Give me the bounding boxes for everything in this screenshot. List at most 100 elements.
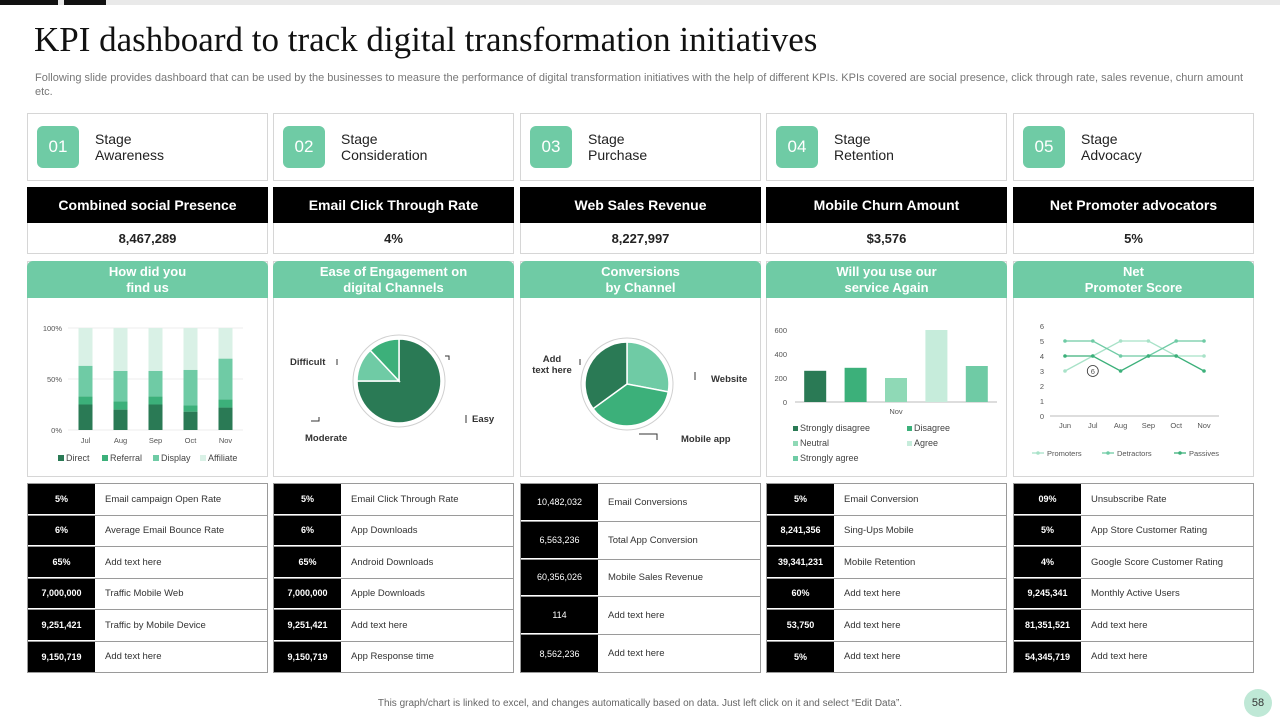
metric-label: Add text here: [351, 619, 408, 631]
bar-segment[interactable]: [148, 370, 163, 397]
series-line[interactable]: [1065, 355, 1205, 372]
bar-segment[interactable]: [78, 404, 93, 431]
chart-svg[interactable]: 0 1 2 3 4 5 6 Jun Jul Aug Sep Oct Nov 6 Promoters Detra…: [1014, 298, 1253, 476]
y-tick-label: 2: [1040, 382, 1044, 391]
data-point[interactable]: [1063, 339, 1067, 343]
bar[interactable]: [885, 378, 907, 402]
chart-title-line2: digital Channels: [343, 279, 444, 295]
bar-segment[interactable]: [183, 328, 198, 370]
table-row: 6,563,236 Total App Conversion: [521, 521, 760, 560]
bar-segment[interactable]: [148, 396, 163, 405]
x-tick-label: Oct: [185, 436, 198, 445]
bar[interactable]: [965, 366, 988, 402]
metrics-table: 09% Unsubscribe Rate 5% App Store Customer …: [1013, 483, 1254, 673]
metric-value: 81,351,521: [1014, 610, 1081, 641]
bar[interactable]: [844, 367, 867, 402]
bar-segment[interactable]: [183, 369, 198, 406]
data-point[interactable]: [1202, 369, 1206, 373]
chart-svg[interactable]: 0 200 400 600 Nov Strongly disagree Disagree Ne…: [767, 298, 1006, 476]
bar-segment[interactable]: [183, 405, 198, 412]
data-point[interactable]: [1118, 339, 1123, 343]
table-row: 9,251,421 Traffic by Mobile Device: [28, 610, 267, 642]
table-row: 9,150,719 Add text here: [28, 641, 267, 672]
metrics-table: 5% Email Click Through Rate 6% App Download…: [273, 483, 514, 673]
metric-value: 6%: [274, 515, 341, 546]
metric-value: 9,251,421: [28, 610, 95, 641]
table-row: 9,245,341 Monthly Active Users: [1014, 578, 1253, 610]
chart-title-text: Net Promoter Score: [1085, 264, 1183, 296]
metric-value: 114: [521, 597, 598, 635]
chart-title-text: How did you find us: [109, 264, 186, 296]
chart-svg[interactable]: Website Mobile app Add text here: [521, 298, 760, 476]
stage-label: Stage Retention: [834, 131, 894, 163]
table-row: 5% Email Click Through Rate: [274, 484, 513, 516]
data-point[interactable]: [1174, 339, 1178, 343]
stage-label-line2: Advocacy: [1081, 147, 1142, 163]
series-line[interactable]: [1064, 340, 1204, 372]
data-point[interactable]: [1118, 369, 1123, 373]
legend-swatch: [907, 426, 912, 431]
data-point[interactable]: [1118, 354, 1123, 358]
footer-note: This graph/chart is linked to excel, and…: [377, 698, 903, 709]
legend-swatch: [200, 455, 206, 461]
bar-segment[interactable]: [113, 409, 128, 430]
chart-panel[interactable]: Net Promoter Score 0 1 2 3 4 5 6 Jun Jul Aug Sep Oct N…: [1013, 261, 1254, 477]
bar-segment[interactable]: [148, 328, 163, 371]
series-line[interactable]: [1065, 340, 1204, 357]
table-row: 39,341,231 Mobile Retention: [767, 547, 1006, 579]
data-point[interactable]: [1091, 339, 1095, 343]
data-point[interactable]: [1063, 354, 1067, 358]
pie-slice[interactable]: [626, 341, 670, 393]
bar-segment[interactable]: [78, 396, 93, 405]
metric-label: Add text here: [608, 610, 665, 622]
bar-segment[interactable]: [113, 328, 128, 371]
chart-panel[interactable]: Ease of Engagement on digital Channels Eas…: [273, 261, 514, 477]
pie-label: Website: [711, 374, 747, 385]
chart-svg[interactable]: Easy Moderate Difficult: [274, 298, 513, 476]
pie-slice[interactable]: [369, 338, 400, 383]
pie-slice[interactable]: [591, 383, 670, 427]
bar-segment[interactable]: [113, 370, 128, 402]
metrics-table: 10,482,032 Email Conversions 6,563,236 Tota…: [520, 483, 761, 673]
y-tick-label: 100%: [43, 324, 63, 333]
table-row: 7,000,000 Apple Downloads: [274, 578, 513, 610]
bar-segment[interactable]: [148, 404, 163, 431]
legend-swatch: [793, 426, 798, 431]
bar-segment[interactable]: [218, 407, 233, 430]
data-point[interactable]: [1146, 339, 1151, 343]
chart-panel[interactable]: Conversions by Channel Website Mobile app Ad…: [520, 261, 761, 477]
legend-label: Passives: [1189, 449, 1219, 458]
y-tick-label: 1: [1040, 397, 1044, 406]
bar-segment[interactable]: [113, 401, 128, 410]
pie-slice[interactable]: [356, 338, 442, 424]
data-point[interactable]: [1202, 354, 1206, 358]
bar-segment[interactable]: [218, 358, 233, 400]
bar-segment[interactable]: [218, 328, 233, 359]
y-tick-label: 600: [774, 326, 787, 335]
data-point[interactable]: [1174, 354, 1178, 358]
bar-segment[interactable]: [78, 328, 93, 366]
data-point[interactable]: [1202, 339, 1206, 343]
chart-panel[interactable]: How did you find us 100% 50% 0% Jul Aug Sep Oct N…: [27, 261, 268, 477]
legend-label: Affiliate: [208, 453, 237, 463]
bar-segment[interactable]: [218, 399, 233, 408]
data-point[interactable]: [1146, 354, 1151, 358]
metric-value: 60,356,026: [521, 559, 598, 597]
stage-label-line2: Purchase: [588, 147, 648, 163]
metric-label: Add text here: [1091, 651, 1148, 663]
metric-value: 7,000,000: [274, 578, 341, 609]
chart-svg[interactable]: 100% 50% 0% Jul Aug Sep Oct Nov Direct Referral Di…: [28, 298, 267, 476]
table-row: 60% Add text here: [767, 578, 1006, 610]
bar[interactable]: [925, 330, 948, 402]
bar[interactable]: [804, 370, 827, 402]
bar-segment[interactable]: [183, 411, 198, 430]
metric-value: 9,245,341: [1014, 578, 1081, 609]
y-tick-label: 6: [1040, 322, 1044, 331]
data-point[interactable]: [1091, 354, 1095, 358]
chart-title-line1: Conversions: [601, 263, 680, 279]
bar-segment[interactable]: [78, 365, 93, 397]
pie-slice[interactable]: [584, 341, 628, 410]
chart-panel[interactable]: Will you use our service Again 0 200 400 600 N…: [766, 261, 1007, 477]
metric-value: 6%: [28, 515, 95, 546]
data-point[interactable]: [1063, 369, 1067, 373]
